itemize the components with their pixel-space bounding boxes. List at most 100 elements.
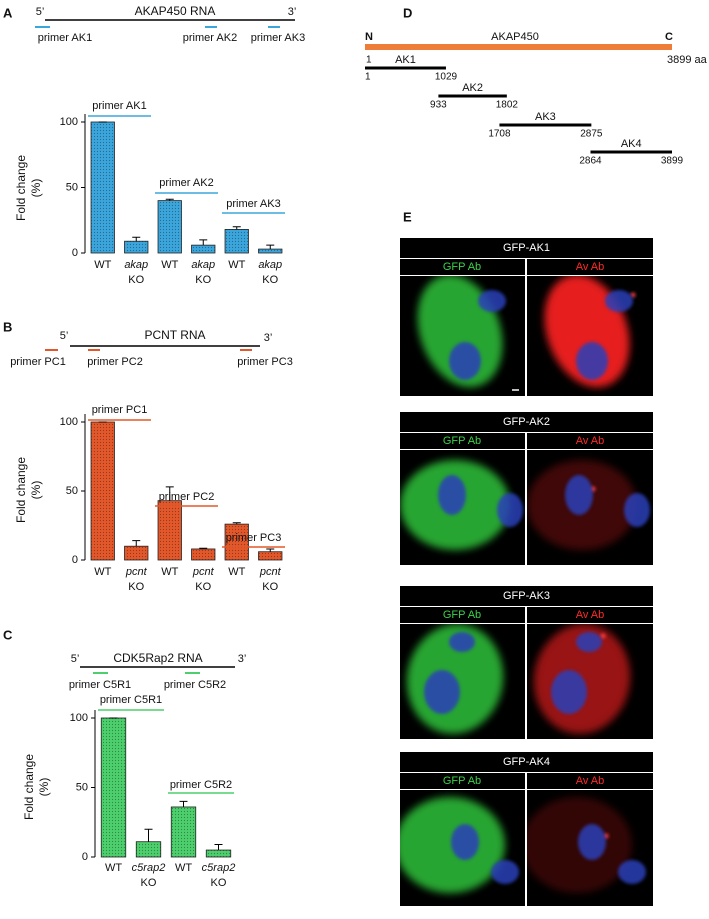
bar [205,849,232,858]
channel-label: GFP Ab [443,609,481,621]
nucleus [605,290,633,312]
x-tick-sublabel: KO [195,581,211,593]
primer-label: primer AK1 [38,32,92,44]
y-axis-label: (%) [29,179,43,198]
x-tick-label: pcnt [259,566,282,578]
error-bar [132,236,141,242]
nucleus [438,475,466,515]
x-tick-sublabel: KO [128,581,144,593]
five-prime: 5’ [60,330,69,342]
error-bar [165,198,174,201]
bar [124,545,149,561]
annotation: primer PC2 [159,491,215,503]
y-axis-label: Fold change [14,155,28,221]
micrograph [400,624,525,739]
error-bar [132,540,141,547]
error-bar [199,547,208,549]
channel-label: GFP Ab [443,261,481,273]
micrograph [400,450,525,565]
x-tick-label: WT [161,259,178,271]
protein-title: AKAP450 [491,31,539,43]
fragment-name: AK3 [535,111,556,123]
fragment-name: AK4 [621,138,642,150]
channel-bg [527,607,653,623]
x-tick-label: c5rap2 [132,862,166,874]
bar [135,841,162,858]
y-tick-label: 0 [82,851,88,863]
channel-bg [400,259,525,275]
nucleus [565,475,593,515]
primer-label: primer AK3 [251,32,305,44]
cell-signal [400,797,505,893]
x-tick-label: pcnt [192,566,215,578]
bar [90,421,115,561]
y-tick-label: 100 [60,116,78,128]
nucleus [618,860,646,884]
x-tick-label: akap [124,259,148,271]
micrograph [527,276,653,396]
x-tick-sublabel: KO [262,581,278,593]
row-title: GFP-AK2 [503,416,550,428]
nucleus [551,670,587,714]
channel-bg [400,433,525,449]
nucleus [449,342,481,380]
annotation: primer PC3 [226,532,282,544]
channel-bg [527,773,653,789]
nucleus [478,290,506,312]
bar [258,551,283,561]
primer-label: primer C5R1 [69,679,131,691]
bar [224,229,249,254]
x-tick-label: akap [191,259,215,271]
fragment-start: 933 [430,100,447,111]
x-tick-sublabel: KO [211,877,227,889]
x-tick-label: pcnt [125,566,148,578]
x-tick-label: WT [175,862,192,874]
x-tick-label: WT [105,862,122,874]
rna-title: CDK5Rap2 RNA [113,651,202,665]
bar [191,244,216,254]
bar [157,200,182,254]
bar [157,500,182,561]
micrograph [400,276,525,396]
primer-label: primer PC3 [237,356,293,368]
y-tick-label: 50 [66,181,78,193]
fragment-start: 2864 [579,156,602,167]
micrograph [527,450,653,565]
nucleus [576,632,602,652]
row-title-bg [400,412,653,432]
c-terminus: C [665,31,673,43]
error-bar [179,800,188,807]
bar [191,548,216,561]
error-bar [232,522,241,525]
y-tick-label: 50 [76,781,88,793]
error-bar [144,828,153,842]
panel-label: A [3,5,13,20]
micrograph [527,790,653,906]
x-tick-sublabel: KO [128,274,144,286]
error-bar [199,239,208,246]
fragment-end: 3899 [661,156,684,167]
length-label: 3899 aa [667,54,708,66]
x-tick-sublabel: KO [141,877,157,889]
error-bar [266,548,275,552]
row-title-bg [400,586,653,606]
fragment-end: 1802 [496,100,519,111]
three-prime: 3’ [238,653,247,665]
primer-label: primer AK2 [183,32,237,44]
nucleus [451,824,479,860]
x-tick-label: WT [228,566,245,578]
row-title: GFP-AK4 [503,756,550,768]
primer-label: primer PC2 [87,356,143,368]
y-tick-label: 0 [72,247,78,259]
nucleus [449,632,475,652]
y-tick-label: 100 [70,712,88,724]
five-prime: 5’ [36,6,45,18]
panel-label: B [3,319,12,334]
fragment-start: 1708 [488,129,511,140]
nucleus [497,493,523,527]
panel-label: C [3,627,13,642]
row-title: GFP-AK3 [503,590,550,602]
y-tick-label: 0 [72,554,78,566]
